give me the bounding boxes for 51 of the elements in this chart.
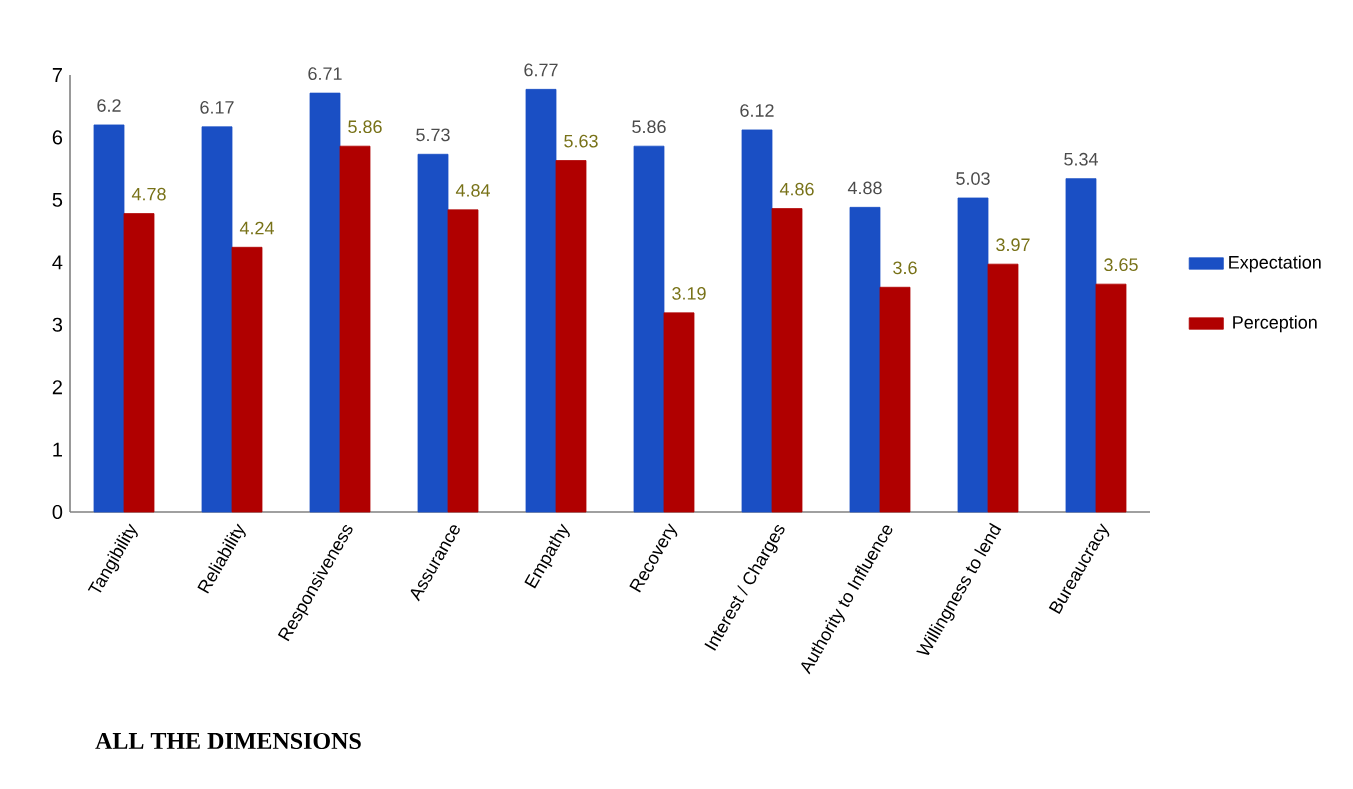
data-label: 3.97	[996, 238, 1030, 252]
y-tick-label: 3	[52, 317, 63, 332]
text: ALL THE DIMENSIONS	[95, 732, 361, 750]
bar	[555, 160, 587, 513]
bar	[525, 88, 557, 513]
data-label: 6.12	[740, 104, 774, 117]
bar	[849, 206, 881, 513]
data-label: 5.34	[1064, 152, 1098, 166]
bar	[309, 92, 341, 513]
data-label: 4.86	[779, 182, 814, 196]
y-tick-label: 1	[53, 442, 62, 457]
bar	[741, 129, 773, 513]
bar	[663, 312, 695, 513]
bar	[417, 153, 449, 513]
bar	[1065, 178, 1097, 513]
data-label: 3.6	[893, 261, 917, 275]
y-tick-label: 4	[52, 255, 63, 270]
data-label: 4.84	[455, 184, 490, 197]
bar	[1095, 283, 1127, 513]
data-label: 3.19	[672, 287, 706, 300]
bar	[771, 208, 803, 513]
bar	[339, 145, 371, 513]
data-label: 3.65	[1104, 258, 1138, 272]
bar	[987, 263, 1019, 513]
data-label: 6.2	[97, 99, 121, 112]
bar	[93, 124, 125, 513]
bar	[447, 209, 479, 513]
data-label: 4.88	[847, 181, 882, 195]
data-label: 6.17	[200, 101, 234, 114]
y-tick-label: 2	[52, 380, 62, 395]
bar	[201, 126, 233, 513]
data-label: 6.71	[308, 67, 342, 81]
data-label: 5.03	[956, 172, 990, 185]
data-label: 5.73	[416, 128, 450, 142]
y-tick-label: 5	[52, 192, 63, 207]
data-label: 6.77	[524, 63, 558, 77]
data-label: 4.24	[239, 221, 274, 235]
bar	[231, 246, 263, 513]
bar	[879, 286, 911, 513]
bar	[957, 197, 989, 513]
data-label: 4.78	[131, 187, 166, 201]
bar	[633, 145, 665, 513]
y-tick-label: 0	[52, 504, 63, 520]
y-tick-label: 6	[52, 130, 63, 145]
data-label: 5.86	[348, 120, 382, 134]
bar	[123, 213, 155, 513]
data-label: 5.63	[564, 134, 598, 148]
legend-label: Expectation	[1229, 255, 1321, 273]
data-label: 5.86	[632, 120, 666, 134]
y-tick-label: 7	[52, 68, 62, 82]
legend-label: Perception	[1233, 315, 1317, 333]
